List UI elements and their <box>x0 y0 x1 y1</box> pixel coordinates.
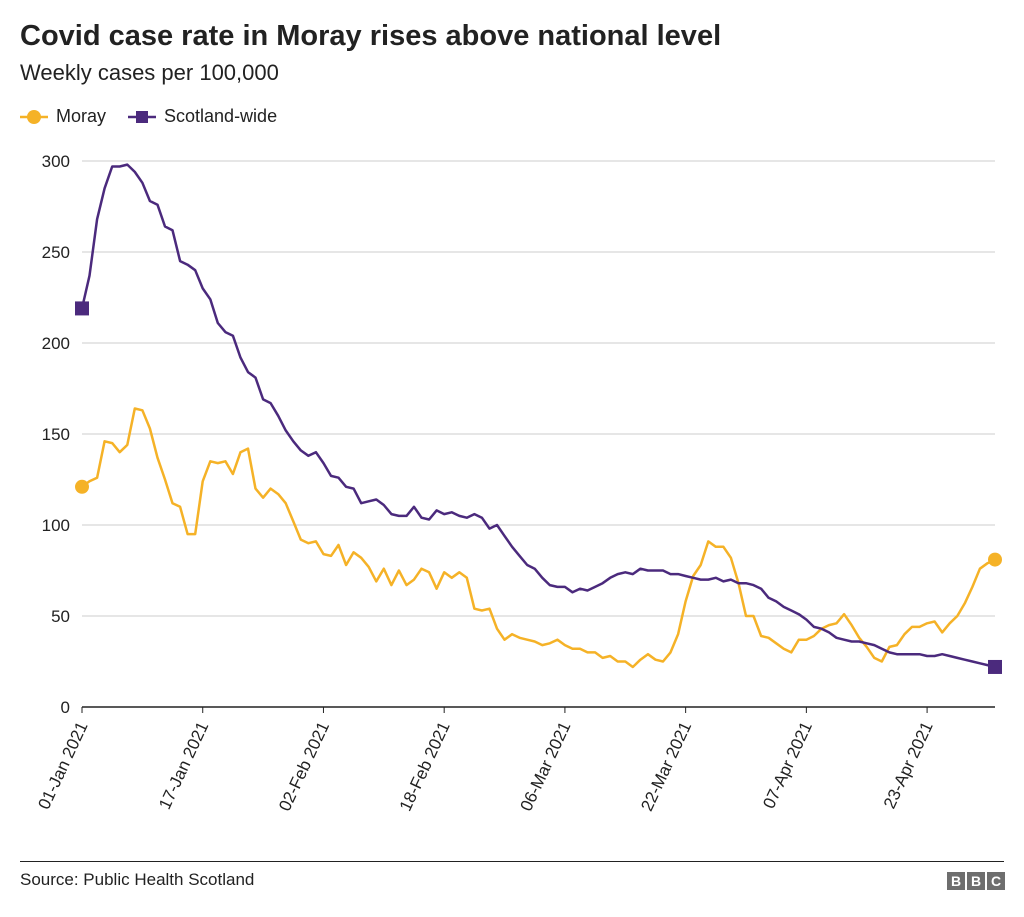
x-tick-label: 01-Jan 2021 <box>34 719 91 813</box>
line-chart: 0 50 100 150 200 250 300 01-Jan 2021 17-Jan 2021… <box>34 152 1002 814</box>
footer-divider <box>20 861 1004 862</box>
chart-subtitle: Weekly cases per 100,000 <box>20 60 279 85</box>
series-line-scotland <box>80 163 996 669</box>
bbc-logo-letter: B <box>947 872 965 890</box>
y-tick-label: 50 <box>51 607 70 626</box>
chart-title: Covid case rate in Moray rises above nat… <box>20 20 722 52</box>
bbc-logo-letter: B <box>967 872 985 890</box>
x-tick-label: 07-Apr 2021 <box>759 719 816 812</box>
legend-item-scotland: Scotland-wide <box>128 106 277 127</box>
legend: Moray Scotland-wide <box>20 106 299 127</box>
square-marker-icon <box>128 110 157 123</box>
x-tick-label: 06-Mar 2021 <box>517 719 575 814</box>
y-tick-label: 100 <box>42 516 70 535</box>
x-tick-label: 22-Mar 2021 <box>637 719 695 814</box>
y-tick-label: 200 <box>42 334 70 353</box>
y-tick-label: 300 <box>42 152 70 171</box>
source-note: Source: Public Health Scotland <box>20 870 255 889</box>
moray-end-marker <box>988 552 1002 567</box>
y-tick-label: 0 <box>61 698 70 717</box>
series-line-moray <box>81 407 996 669</box>
bbc-logo: B B C <box>945 872 1005 890</box>
legend-item-moray: Moray <box>20 106 106 127</box>
bbc-logo-letter: C <box>987 872 1005 890</box>
legend-label-scotland: Scotland-wide <box>164 106 278 126</box>
circle-marker-icon <box>20 109 48 124</box>
x-tick-label: 23-Apr 2021 <box>880 719 937 812</box>
x-tick-label: 18-Feb 2021 <box>396 719 454 814</box>
y-tick-label: 250 <box>42 243 70 262</box>
legend-label-moray: Moray <box>56 106 107 126</box>
x-tick-label: 02-Feb 2021 <box>275 719 333 814</box>
y-tick-label: 150 <box>42 425 70 444</box>
scotland-end-marker <box>75 301 89 316</box>
moray-end-marker <box>75 479 89 494</box>
scotland-end-marker <box>988 659 1002 674</box>
x-tick-label: 17-Jan 2021 <box>155 719 212 813</box>
